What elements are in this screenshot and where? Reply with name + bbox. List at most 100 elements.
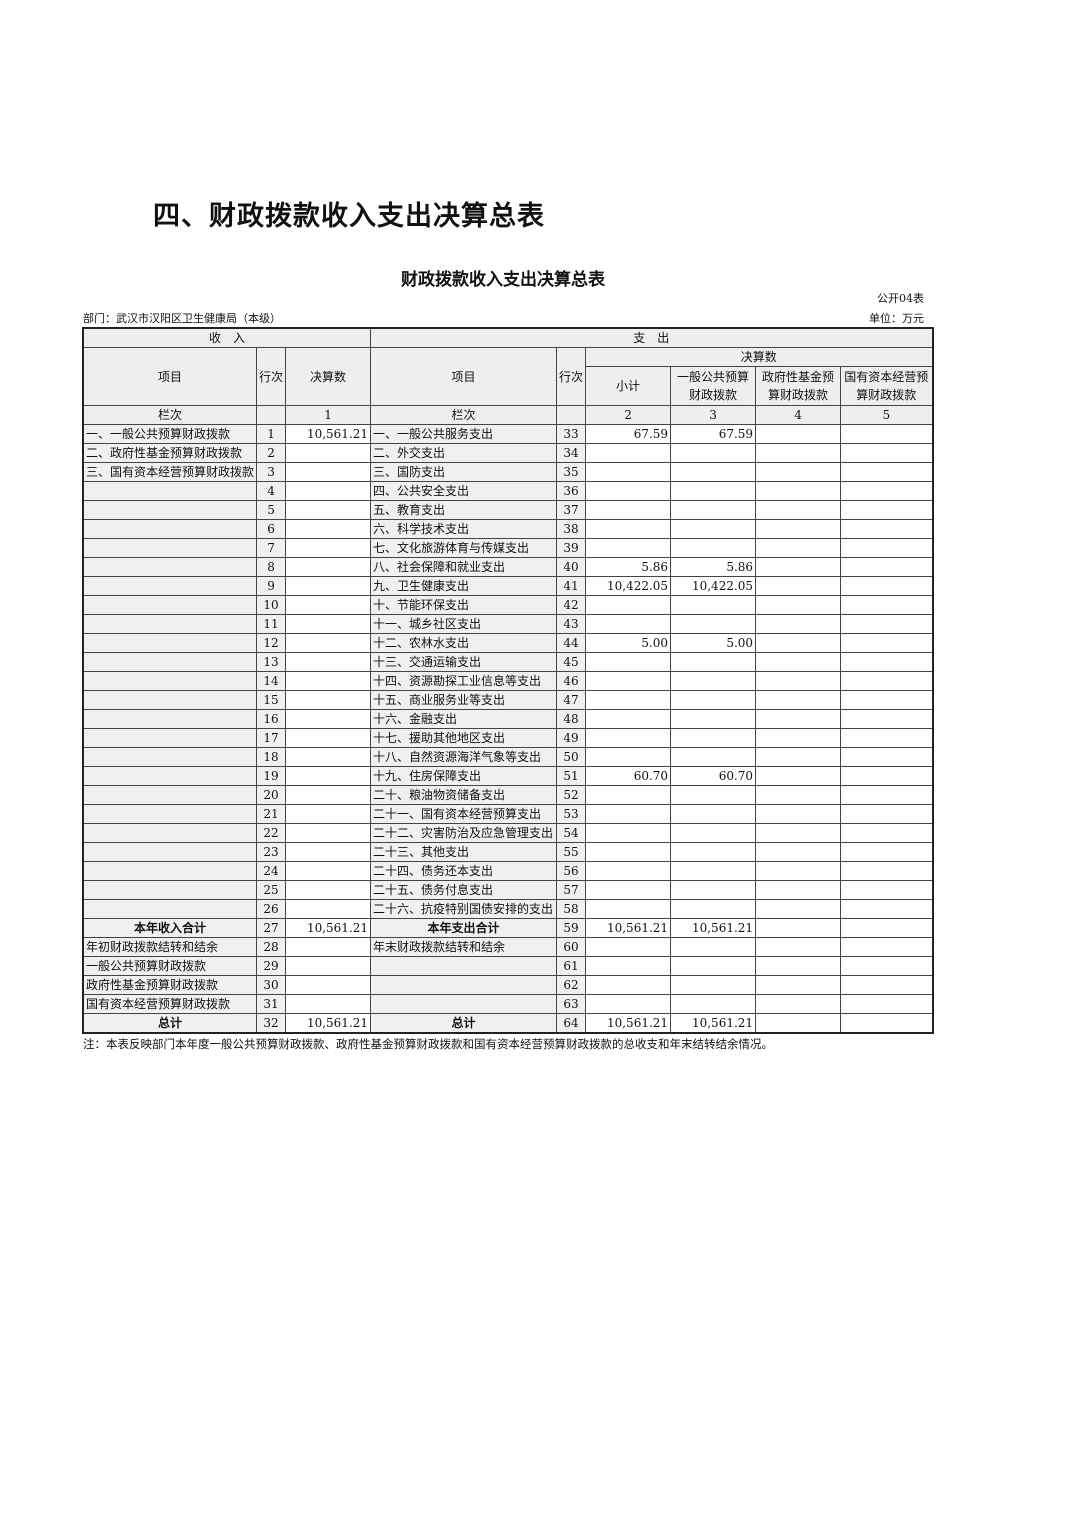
income-row-no-cell: 4 [256,481,287,501]
state-capital-cell [840,462,934,482]
income-amount-cell [285,766,372,786]
expense-row-no-cell: 64 [556,1013,587,1034]
general-budget-cell [670,899,757,919]
income-item-cell: 总计 [82,1013,258,1034]
table-row: 26 二十六、抗疫特别国债安排的支出 58 [82,899,934,919]
expense-row-no-cell: 57 [556,880,587,900]
expense-item-cell: 二、外交支出 [370,443,558,463]
gov-fund-cell [755,937,842,957]
table-row: 13 十三、交通运输支出 45 [82,652,934,672]
gov-fund-cell [755,519,842,539]
state-capital-cell [840,785,934,805]
income-amount-cell [285,709,372,729]
income-item-cell [82,709,258,729]
col-index-blank [556,405,587,425]
general-budget-cell: 10,422.05 [670,576,757,596]
general-budget-cell: 5.86 [670,557,757,577]
general-budget-cell [670,652,757,672]
expense-item-cell: 五、教育支出 [370,500,558,520]
subtotal-cell [585,804,672,824]
gov-fund-cell [755,633,842,653]
income-item-cell [82,804,258,824]
state-capital-cell [840,994,934,1014]
income-item-cell [82,576,258,596]
general-budget-cell: 10,561.21 [670,1013,757,1034]
subtotal-cell [585,937,672,957]
subtotal-cell: 10,561.21 [585,1013,672,1034]
unit-label: 单位：万元 [869,312,924,325]
income-row-no-cell: 29 [256,956,287,976]
gov-fund-cell [755,1013,842,1034]
general-budget-cell [670,614,757,634]
state-header: 国有资本经营预算财政拨款 [840,366,934,406]
general-budget-cell: 10,561.21 [670,918,757,938]
income-amount-cell [285,956,372,976]
gov-fund-cell [755,481,842,501]
state-capital-cell [840,861,934,881]
gov-fund-cell [755,918,842,938]
state-capital-cell [840,481,934,501]
general-budget-cell [670,538,757,558]
expense-item-cell: 四、公共安全支出 [370,481,558,501]
income-amount-cell [285,538,372,558]
table-row: 7 七、文化旅游体育与传媒支出 39 [82,538,934,558]
income-row-no-cell: 24 [256,861,287,881]
col-index-1: 1 [285,405,372,425]
table-row: 18 十八、自然资源海洋气象等支出 50 [82,747,934,767]
subtotal-cell: 5.86 [585,557,672,577]
subtotal-cell [585,975,672,995]
expense-item-cell: 二十一、国有资本经营预算支出 [370,804,558,824]
income-item-cell [82,671,258,691]
income-amount-cell [285,899,372,919]
subtotal-cell [585,994,672,1014]
subtotal-cell [585,956,672,976]
state-capital-cell [840,937,934,957]
income-amount-cell [285,557,372,577]
table-row: 9 九、卫生健康支出 41 10,422.05 10,422.05 [82,576,934,596]
income-item-cell: 一、一般公共预算财政拨款 [82,424,258,444]
col-index-3: 3 [670,405,757,425]
expense-item-cell: 十、节能环保支出 [370,595,558,615]
income-row-no-cell: 26 [256,899,287,919]
subtotal-cell [585,538,672,558]
income-amount-cell [285,519,372,539]
table-row: 16 十六、金融支出 48 [82,709,934,729]
income-row-no-cell: 8 [256,557,287,577]
income-amount-cell [285,500,372,520]
expense-row-no-cell: 48 [556,709,587,729]
expense-header: 支 出 [370,327,934,348]
gov-fund-cell [755,861,842,881]
expense-row-no-cell: 34 [556,443,587,463]
state-capital-cell [840,956,934,976]
gov-fund-cell [755,538,842,558]
subtotal-header: 小计 [585,366,672,406]
expense-row-no-cell: 43 [556,614,587,634]
state-capital-cell [840,1013,934,1034]
state-capital-cell [840,747,934,767]
subtotal-cell [585,443,672,463]
income-item-cell [82,633,258,653]
income-row-no-cell: 15 [256,690,287,710]
income-amount-cell: 10,561.21 [285,1013,372,1034]
income-amount-cell [285,652,372,672]
table-row: 一般公共预算财政拨款 29 61 [82,956,934,976]
expense-item-cell: 二十二、灾害防治及应急管理支出 [370,823,558,843]
gov-fund-cell [755,424,842,444]
state-capital-cell [840,728,934,748]
table-row: 10 十、节能环保支出 42 [82,595,934,615]
table-row: 14 十四、资源勘探工业信息等支出 46 [82,671,934,691]
subtotal-cell [585,823,672,843]
final-amount-header: 决算数 [585,347,934,367]
subtotal-cell: 60.70 [585,766,672,786]
income-row-no-cell: 23 [256,842,287,862]
gov-fund-cell [755,975,842,995]
expense-item-cell [370,975,558,995]
subtotal-cell [585,614,672,634]
income-row-no-cell: 27 [256,918,287,938]
state-capital-cell [840,671,934,691]
expense-item-cell: 二十六、抗疫特别国债安排的支出 [370,899,558,919]
expense-row-no-cell: 44 [556,633,587,653]
income-item-cell [82,481,258,501]
table-row: 三、国有资本经营预算财政拨款 3 三、国防支出 35 [82,462,934,482]
income-amount-cell [285,614,372,634]
